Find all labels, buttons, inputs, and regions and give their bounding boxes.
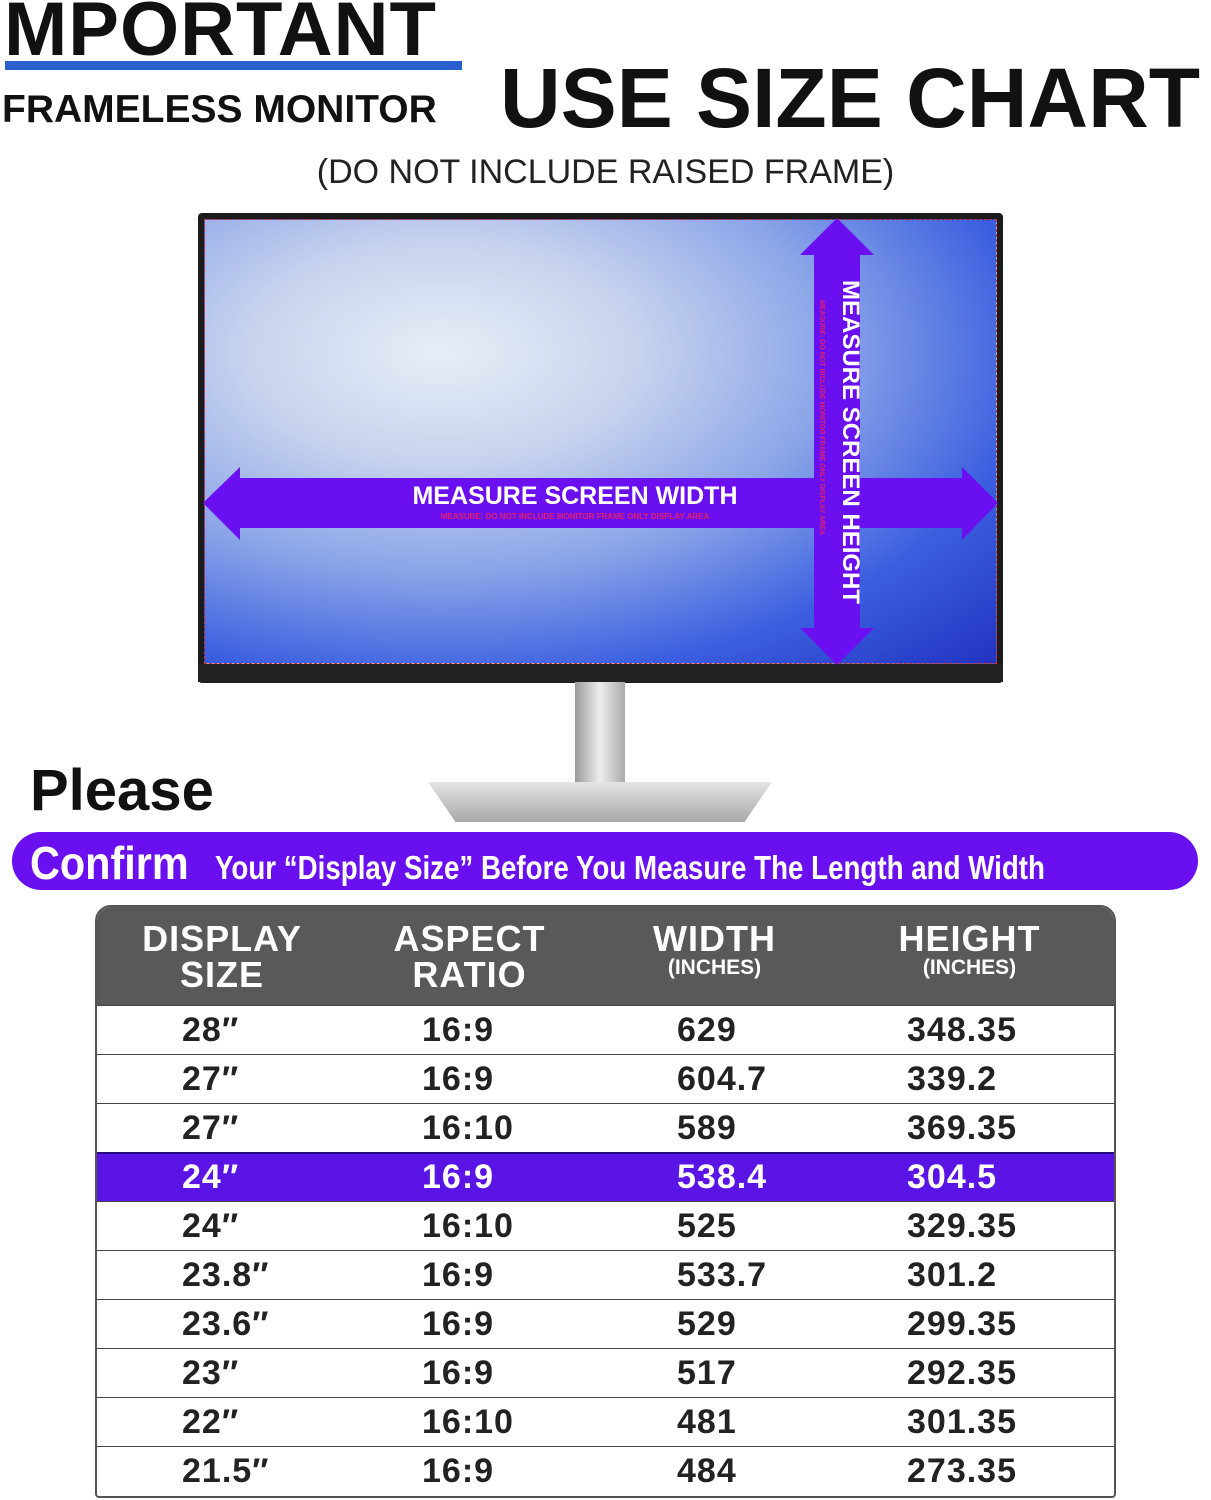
height-arrow-icon: [800, 218, 874, 665]
header-display-size: DISPLAY SIZE: [97, 907, 337, 1005]
important-heading: MPORTANT: [4, 0, 437, 72]
cell-display-size: 24″: [182, 1158, 240, 1196]
table-row: 27″ 16:10 589 369.35: [97, 1103, 1114, 1152]
width-label: MEASURE SCREEN WIDTH: [412, 482, 738, 510]
cell-display-size: 23.6″: [182, 1304, 270, 1343]
cell-width: 481: [677, 1402, 737, 1441]
header-text: WIDTH: [653, 918, 776, 959]
cell-height: 348.35: [907, 1010, 1017, 1049]
cell-display-size: 22″: [182, 1402, 240, 1441]
header-text: ASPECT RATIO: [393, 918, 546, 995]
cell-height: 299.35: [907, 1304, 1017, 1343]
cell-width: 629: [677, 1010, 737, 1049]
table-row: 22″ 16:10 481 301.35: [97, 1397, 1114, 1446]
monitor-bezel: [198, 664, 1003, 682]
cell-height: 273.35: [907, 1451, 1017, 1490]
monitor-screen: [204, 219, 997, 664]
table-header: DISPLAY SIZE ASPECT RATIO WIDTH (INCHES) …: [97, 907, 1114, 1005]
cell-width: 533.7: [677, 1255, 768, 1294]
cell-aspect-ratio: 16:10: [422, 1108, 514, 1147]
header-unit: (INCHES): [667, 956, 762, 979]
width-note: MEASURE: DO NOT INCLUDE MONITOR FRAME ON…: [440, 512, 710, 521]
cell-display-size: 23.8″: [182, 1255, 270, 1294]
cell-aspect-ratio: 16:9: [422, 1158, 495, 1196]
header-unit: (INCHES): [922, 956, 1017, 979]
cell-aspect-ratio: 16:10: [422, 1402, 514, 1441]
cell-display-size: 28″: [182, 1010, 240, 1049]
cell-aspect-ratio: 16:9: [422, 1304, 495, 1343]
cell-aspect-ratio: 16:9: [422, 1255, 495, 1294]
table-row: 27″ 16:9 604.7 339.2: [97, 1054, 1114, 1103]
cell-display-size: 27″: [182, 1108, 240, 1147]
table-row: 21.5″ 16:9 484 273.35: [97, 1446, 1114, 1495]
cell-height: 369.35: [907, 1108, 1017, 1147]
header-text: DISPLAY SIZE: [142, 918, 302, 995]
please-heading: Please: [30, 758, 214, 823]
table-row: 24″ 16:10 525 329.35: [97, 1201, 1114, 1250]
cell-aspect-ratio: 16:10: [422, 1206, 514, 1245]
table-body: 28″ 16:9 629 348.35 27″ 16:9 604.7 339.2 27″ 16:1…: [97, 1005, 1114, 1495]
cell-width: 525: [677, 1206, 737, 1245]
confirm-word: Confirm: [30, 837, 189, 889]
cell-height: 292.35: [907, 1353, 1017, 1392]
cell-height: 339.2: [907, 1059, 998, 1098]
table-row: 23.6″ 16:9 529 299.35: [97, 1299, 1114, 1348]
confirm-text: Your “Display Size” Before You Measure T…: [215, 849, 1045, 886]
monitor-stand-base: [428, 782, 772, 822]
cell-height: 329.35: [907, 1206, 1017, 1245]
cell-display-size: 24″: [182, 1206, 240, 1245]
height-label: MEASURE SCREEN HEIGHT: [837, 280, 864, 605]
cell-aspect-ratio: 16:9: [422, 1059, 495, 1098]
table-row: 23.8″ 16:9 533.7 301.2: [97, 1250, 1114, 1299]
header-text: HEIGHT: [898, 918, 1041, 959]
table-row: 28″ 16:9 629 348.35: [97, 1005, 1114, 1054]
cell-aspect-ratio: 16:9: [422, 1010, 495, 1049]
header-height: HEIGHT (INCHES): [827, 907, 1112, 1005]
table-row: 23″ 16:9 517 292.35: [97, 1348, 1114, 1397]
cell-display-size: 27″: [182, 1059, 240, 1098]
cell-aspect-ratio: 16:9: [422, 1451, 495, 1490]
subtitle: (DO NOT INCLUDE RAISED FRAME): [316, 153, 895, 191]
cell-width: 589: [677, 1108, 737, 1147]
heading-underline: [5, 61, 462, 70]
cell-height: 301.35: [907, 1402, 1017, 1441]
cell-width: 538.4: [677, 1158, 768, 1196]
cell-aspect-ratio: 16:9: [422, 1353, 495, 1392]
table-row: 24″ 16:9 538.4 304.5: [97, 1152, 1114, 1201]
height-note: MEASURE: DO NOT INCLUDE MONITOR FRAME ON…: [818, 300, 825, 535]
cell-display-size: 23″: [182, 1353, 240, 1392]
cell-width: 529: [677, 1304, 737, 1343]
confirm-banner: Confirm Your “Display Size” Before You M…: [12, 832, 1198, 890]
width-arrow-icon: [203, 467, 998, 540]
cell-display-size: 21.5″: [182, 1451, 270, 1490]
cell-width: 604.7: [677, 1059, 768, 1098]
header-aspect-ratio: ASPECT RATIO: [337, 907, 602, 1005]
cell-width: 484: [677, 1451, 737, 1490]
cell-width: 517: [677, 1353, 737, 1392]
page-title: USE SIZE CHART: [500, 51, 1201, 145]
cell-height: 301.2: [907, 1255, 998, 1294]
monitor-stand-neck: [575, 682, 625, 787]
header-width: WIDTH (INCHES): [602, 907, 827, 1005]
cell-height: 304.5: [907, 1158, 998, 1196]
frameless-monitor-label: FRAMELESS MONITOR: [2, 88, 437, 131]
size-table: DISPLAY SIZE ASPECT RATIO WIDTH (INCHES) …: [95, 905, 1116, 1498]
